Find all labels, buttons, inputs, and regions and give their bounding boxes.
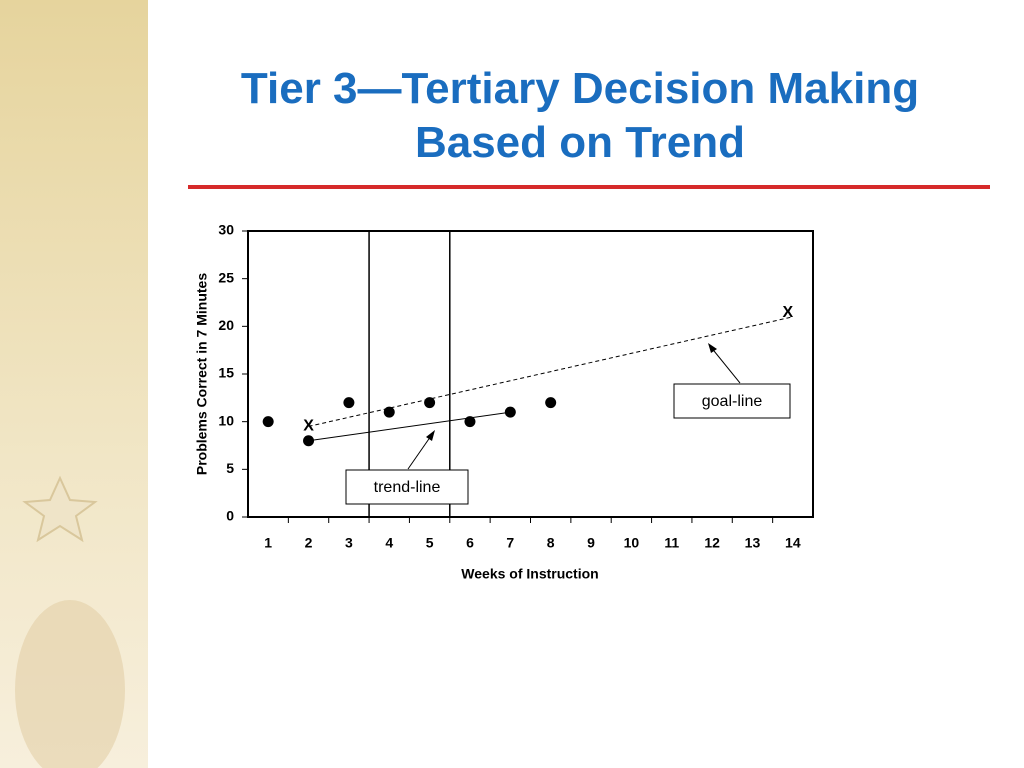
data-point [464,416,476,428]
y-tick-label: 10 [218,412,234,428]
x-tick-label: 6 [466,535,474,551]
x-tick-label: 10 [624,535,640,551]
star-decoration [22,475,98,543]
x-tick-label: 12 [704,535,720,551]
arrow-head [426,430,435,441]
x-tick-label: 9 [587,535,595,551]
goal-line-box [673,383,791,419]
y-tick-label: 15 [218,365,234,381]
arrow [407,432,434,470]
x-tick-label: 13 [745,535,761,551]
data-point [545,397,557,409]
trend-line-box [345,469,469,505]
data-point [383,406,395,418]
y-tick-label: 20 [218,317,234,333]
goal-marker: X [303,418,314,435]
data-point [504,406,516,418]
x-tick-label: 3 [345,535,353,551]
slide-title: Tier 3—Tertiary Decision Making Based on… [240,64,920,167]
trend-line [308,411,511,442]
x-tick-label: 5 [426,535,434,551]
x-tick-label: 14 [785,535,801,551]
goal-line-label: goal-line [702,393,763,410]
goal-marker: X [782,304,793,321]
y-tick-label: 30 [218,222,234,238]
arrow [709,345,741,384]
trend-line-label: trend-line [374,479,441,496]
x-tick-label: 1 [264,535,272,551]
x-tick-label: 2 [305,535,313,551]
plot-frame [247,230,814,518]
data-point [343,397,355,409]
goal-line [308,316,793,427]
x-axis-label: Weeks of Instruction [461,566,598,582]
y-axis-label: Problems Correct in 7 Minutes [194,273,210,475]
x-tick-label: 7 [506,535,514,551]
y-tick-label: 5 [226,460,234,476]
data-point [424,397,436,409]
data-point [303,435,315,447]
arrow-head [708,343,717,353]
data-point [262,416,274,428]
x-tick-label: 11 [664,535,679,551]
x-tick-label: 8 [547,535,555,551]
figure-decoration [15,600,125,768]
y-tick-label: 0 [226,508,234,524]
y-tick-label: 25 [218,269,234,285]
x-tick-label: 4 [385,535,393,551]
